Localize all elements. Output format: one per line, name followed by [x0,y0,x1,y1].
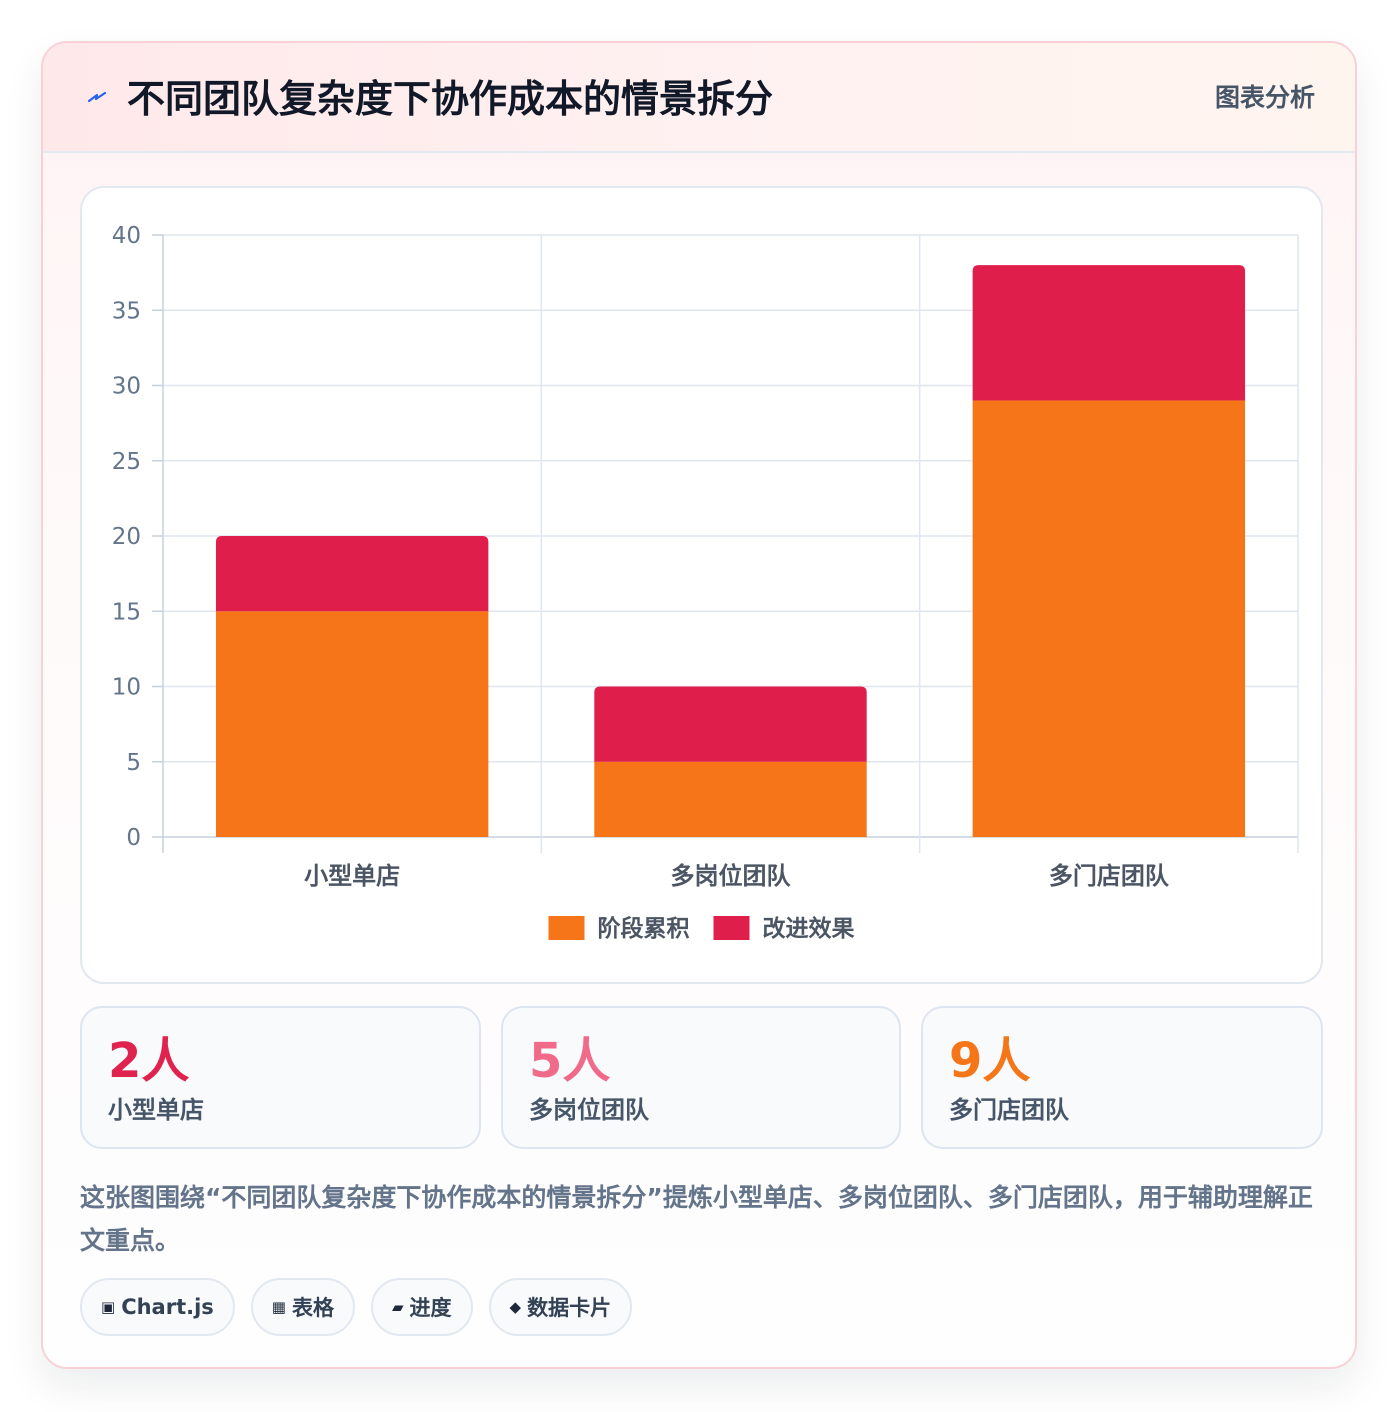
progress-icon: ▰ [391,1298,404,1316]
page-title: 不同团队复杂度下协作成本的情景拆分 [127,77,774,121]
y-tick-label: 5 [126,750,141,776]
tag-list: ▣ Chart.js ▦ 表格 ▰ 进度 ◆ 数据卡片 [80,1278,633,1336]
diamond-icon: ◆ [509,1298,522,1316]
tag-table[interactable]: ▦ 表格 [250,1278,355,1336]
bar-segment [594,686,867,762]
stat-card-small-store: 2人 小型单店 [80,1006,481,1149]
y-tick-label: 35 [112,298,141,324]
y-tick-label: 10 [112,675,141,701]
bar-segment [215,536,489,612]
card-header: 不同团队复杂度下协作成本的情景拆分 图表分析 [43,43,1355,153]
tag-label: 数据卡片 [527,1296,612,1320]
tag-label: Chart.js [121,1295,214,1319]
tag-label: 表格 [291,1296,334,1320]
x-tick-label: 小型单店 [304,862,400,890]
table-icon: ▦ [271,1298,286,1316]
bar-segment [594,761,867,837]
stat-value: 2人 [108,1033,190,1089]
stat-label: 多门店团队 [949,1096,1069,1124]
y-tick-label: 0 [126,825,141,851]
tag-data-card[interactable]: ◆ 数据卡片 [488,1278,633,1336]
stat-card-multi-store-team: 9人 多门店团队 [921,1006,1323,1149]
chart-panel: 0 5 10 15 20 25 30 35 40 小型单店 多岗位团队 多门店团队阶段累积 改进效果 [80,186,1323,984]
stat-value: 5人 [529,1033,611,1089]
y-tick-label: 40 [112,223,141,249]
tag-progress[interactable]: ▰ 进度 [370,1278,473,1336]
legend-label: 阶段累积 [598,915,690,942]
tag-chartjs[interactable]: ▣ Chart.js [80,1278,235,1336]
legend-label: 改进效果 [763,915,855,942]
x-tick-label: 多门店团队 [1049,862,1170,890]
legend-swatch [713,916,750,940]
y-tick-label: 20 [112,524,141,550]
tag-label: 进度 [409,1296,452,1320]
stat-label: 多岗位团队 [529,1096,649,1124]
bar-segment [215,611,489,837]
x-tick-label: 多岗位团队 [671,862,792,890]
stat-value: 9人 [949,1033,1031,1089]
chart-card: 不同团队复杂度下协作成本的情景拆分 图表分析 0 5 10 15 20 25 30 35 40 小… [41,41,1357,1369]
y-tick-label: 15 [112,599,141,625]
chart-icon: ▣ [101,1298,116,1316]
y-tick-label: 25 [112,449,141,475]
y-tick-label: 30 [112,374,141,400]
legend-swatch [548,916,585,940]
bar-segment [972,400,1246,837]
chart-description: 这张图围绕“不同团队复杂度下协作成本的情景拆分”提炼小型单店、多岗位团队、多门店… [80,1183,1313,1255]
chart-analysis-badge: 图表分析 [1214,83,1315,112]
stat-label: 小型单店 [108,1096,204,1124]
bar-segment [972,265,1246,401]
stat-card-multi-role-team: 5人 多岗位团队 [501,1006,901,1149]
lightning-icon [87,91,107,103]
